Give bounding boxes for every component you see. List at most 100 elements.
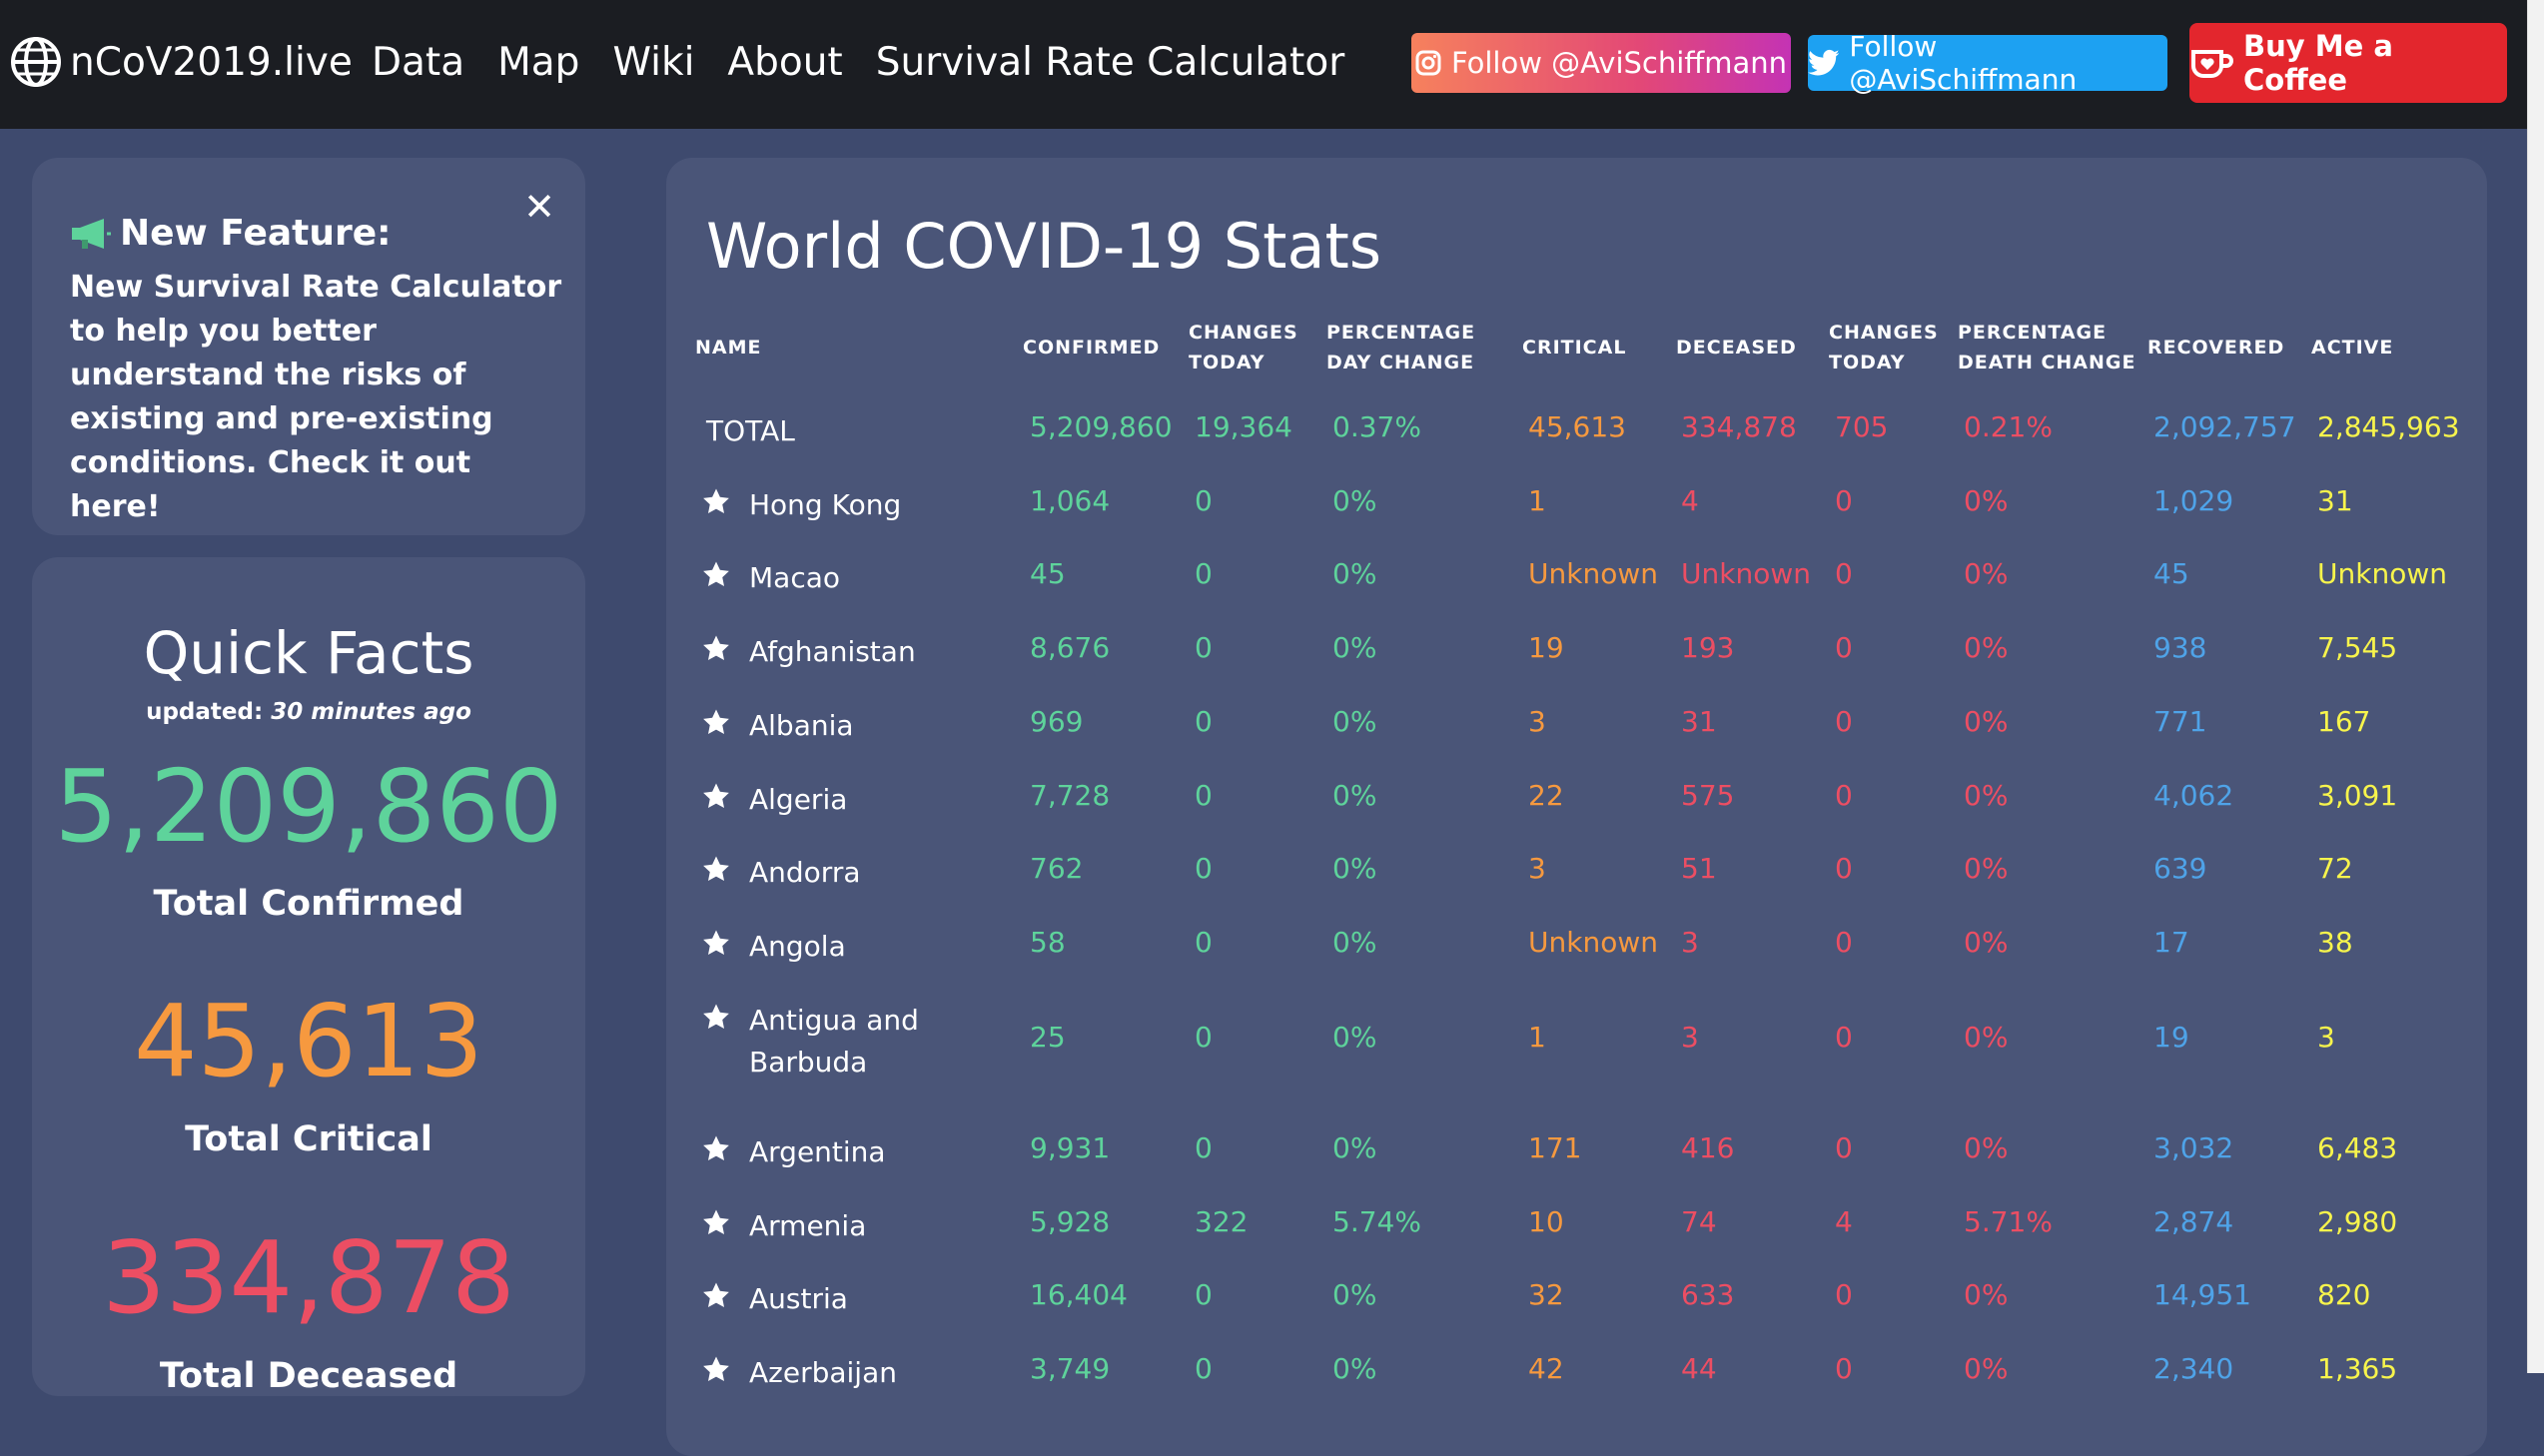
header-percentage-death-change[interactable]: PERCENTAGE DEATH CHANGE xyxy=(1958,322,2136,373)
death-changes-today-cell: 0 xyxy=(1835,1131,1853,1164)
table-row[interactable]: Antigua and Barbuda 25 0 0% 1 3 0 0% 19 3 xyxy=(666,1000,2487,1079)
star-icon[interactable] xyxy=(701,1133,731,1163)
globe-icon xyxy=(11,37,61,87)
table-row[interactable]: Austria 16,404 0 0% 32 633 0 0% 14,951 820 xyxy=(666,1278,2487,1338)
nav-about[interactable]: About xyxy=(727,40,843,85)
feature-body-text: New Survival Rate Calculator to help you… xyxy=(70,270,562,480)
recovered-cell: 17 xyxy=(2153,926,2189,959)
header-deceased[interactable]: DECEASED xyxy=(1676,337,1797,359)
total-row[interactable]: TOTAL 5,209,860 19,364 0.37% 45,613 334,878 70… xyxy=(666,410,2487,470)
critical-cell: 1 xyxy=(1528,1021,1546,1054)
recovered-cell: 19 xyxy=(2153,1021,2189,1054)
recovered-cell: 1,029 xyxy=(2153,484,2234,517)
star-icon[interactable] xyxy=(701,1207,731,1237)
scrollbar[interactable] xyxy=(2527,0,2544,1373)
nav-wiki[interactable]: Wiki xyxy=(612,40,695,85)
percentage-death-change-cell: 0% xyxy=(1964,557,2009,590)
death-changes-today-cell: 0 xyxy=(1835,484,1853,517)
percentage-day-change-cell: 0% xyxy=(1332,557,1377,590)
coffee-cup-icon xyxy=(2190,50,2233,78)
table-row[interactable]: Argentina 9,931 0 0% 171 416 0 0% 3,032 6,483 xyxy=(666,1131,2487,1191)
confirmed-cell: 16,404 xyxy=(1030,1278,1128,1311)
percentage-day-change-cell: 5.74% xyxy=(1332,1205,1421,1238)
table-row[interactable]: Armenia 5,928 322 5.74% 10 74 4 5.71% 2,874 2,980 xyxy=(666,1205,2487,1265)
changes-today-cell: 0 xyxy=(1195,631,1213,664)
header-changes-today[interactable]: CHANGES TODAY xyxy=(1189,322,1298,373)
star-icon[interactable] xyxy=(701,1354,731,1384)
quick-facts-updated: updated: 30 minutes ago xyxy=(32,699,585,725)
recovered-cell: 14,951 xyxy=(2153,1278,2251,1311)
updated-label: updated: xyxy=(146,699,264,725)
active-cell: Unknown xyxy=(2317,557,2447,590)
active-cell: 2,980 xyxy=(2317,1205,2398,1238)
header-confirmed[interactable]: CONFIRMED xyxy=(1023,337,1161,359)
confirmed-cell: 58 xyxy=(1030,926,1066,959)
table-row[interactable]: Andorra 762 0 0% 3 51 0 0% 639 72 xyxy=(666,852,2487,912)
header-recovered[interactable]: RECOVERED xyxy=(2147,337,2285,359)
country-name: Albania xyxy=(749,709,854,742)
recovered-cell: 4,062 xyxy=(2153,779,2234,812)
country-name-cell: Macao xyxy=(701,557,949,599)
star-icon[interactable] xyxy=(701,854,731,884)
brand-link[interactable]: nCoV2019.live xyxy=(10,36,353,88)
percentage-day-change-cell: 0% xyxy=(1332,779,1377,812)
star-icon[interactable] xyxy=(701,928,731,958)
check-it-out-link[interactable]: Check it out here! xyxy=(70,445,471,524)
percentage-day-change-cell: 0% xyxy=(1332,1352,1377,1385)
table-row[interactable]: Macao 45 0 0% Unknown Unknown 0 0% 45 Unknown xyxy=(666,557,2487,617)
table-row[interactable]: Angola 58 0 0% Unknown 3 0 0% 17 38 xyxy=(666,926,2487,986)
country-name-cell: Austria xyxy=(701,1278,949,1320)
total-critical-label: Total Critical xyxy=(185,1119,432,1159)
death-changes-today-cell: 0 xyxy=(1835,1021,1853,1054)
star-icon[interactable] xyxy=(701,781,731,811)
header-critical[interactable]: CRITICAL xyxy=(1522,337,1627,359)
percentage-day-change-cell: 0% xyxy=(1332,926,1377,959)
star-icon[interactable] xyxy=(701,633,731,663)
feature-description: New Survival Rate Calculator to help you… xyxy=(70,266,569,529)
buy-me-a-coffee-button[interactable]: Buy Me a Coffee xyxy=(2189,23,2507,103)
confirmed-cell: 5,928 xyxy=(1030,1205,1111,1238)
star-icon[interactable] xyxy=(701,1002,731,1032)
deceased-cell: 334,878 xyxy=(1681,410,1797,443)
percentage-death-change-cell: 0% xyxy=(1964,1278,2009,1311)
header-death-changes-today[interactable]: CHANGES TODAY xyxy=(1829,322,1939,373)
nav-data[interactable]: Data xyxy=(372,40,465,85)
star-icon[interactable] xyxy=(701,1280,731,1310)
table-row[interactable]: Afghanistan 8,676 0 0% 19 193 0 0% 938 7,545 xyxy=(666,631,2487,691)
instagram-follow-button[interactable]: Follow @AviSchiffmann xyxy=(1411,33,1791,93)
nav-map[interactable]: Map xyxy=(497,40,580,85)
critical-cell: 42 xyxy=(1528,1352,1564,1385)
star-icon[interactable] xyxy=(701,707,731,737)
table-row[interactable]: Albania 969 0 0% 3 31 0 0% 771 167 xyxy=(666,705,2487,765)
changes-today-cell: 19,364 xyxy=(1195,410,1292,443)
death-changes-today-cell: 0 xyxy=(1835,631,1853,664)
percentage-death-change-cell: 0% xyxy=(1964,1131,2009,1164)
percentage-day-change-cell: 0% xyxy=(1332,1278,1377,1311)
percentage-day-change-cell: 0.37% xyxy=(1332,410,1421,443)
deceased-cell: 3 xyxy=(1681,1021,1699,1054)
header-active[interactable]: ACTIVE xyxy=(2311,337,2394,359)
header-name[interactable]: NAME xyxy=(695,337,762,359)
table-row[interactable]: Hong Kong 1,064 0 0% 1 4 0 0% 1,029 31 xyxy=(666,484,2487,544)
recovered-cell: 2,874 xyxy=(2153,1205,2234,1238)
critical-cell: Unknown xyxy=(1528,926,1658,959)
star-icon[interactable] xyxy=(701,559,731,589)
table-row[interactable]: Azerbaijan 3,749 0 0% 42 44 0 0% 2,340 1,365 xyxy=(666,1352,2487,1412)
death-changes-today-cell: 0 xyxy=(1835,557,1853,590)
confirmed-cell: 3,749 xyxy=(1030,1352,1111,1385)
nav-survival-rate-calculator[interactable]: Survival Rate Calculator xyxy=(875,40,1345,85)
total-confirmed-label: Total Confirmed xyxy=(153,884,464,924)
changes-today-cell: 0 xyxy=(1195,1021,1213,1054)
twitter-follow-button[interactable]: Follow @AviSchiffmann xyxy=(1808,30,2167,96)
country-name-cell: Argentina xyxy=(701,1131,949,1173)
recovered-cell: 2,092,757 xyxy=(2153,410,2296,443)
death-changes-today-cell: 4 xyxy=(1835,1205,1853,1238)
active-cell: 2,845,963 xyxy=(2317,410,2460,443)
percentage-day-change-cell: 0% xyxy=(1332,484,1377,517)
critical-cell: 3 xyxy=(1528,852,1546,885)
header-percentage-day-change[interactable]: PERCENTAGE DAY CHANGE xyxy=(1326,322,1476,373)
deceased-cell: 416 xyxy=(1681,1131,1735,1164)
table-row[interactable]: Algeria 7,728 0 0% 22 575 0 0% 4,062 3,091 xyxy=(666,779,2487,839)
close-icon[interactable]: ✕ xyxy=(523,185,555,229)
star-icon[interactable] xyxy=(701,486,731,516)
